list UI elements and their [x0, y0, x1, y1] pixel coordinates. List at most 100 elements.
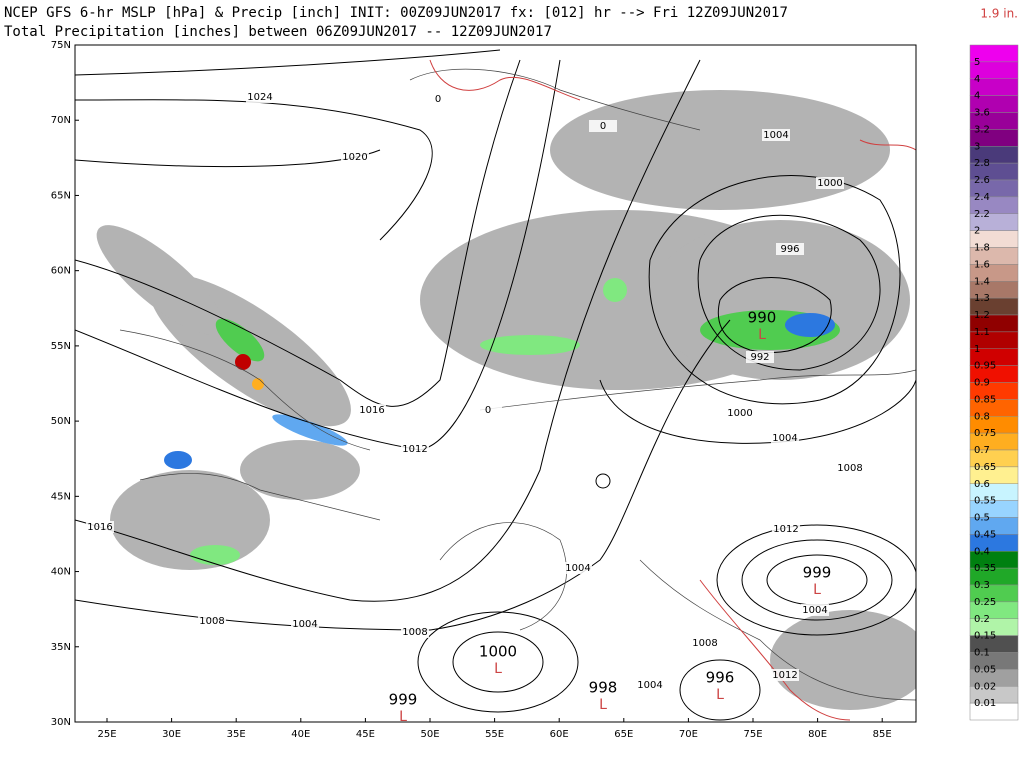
- isobar-label: 1000: [727, 408, 752, 419]
- isobar-label: 1024: [247, 92, 272, 103]
- lat-label: 50N: [51, 416, 71, 427]
- isobar-label: 1004: [763, 130, 788, 141]
- low-pressure-value: 999: [803, 564, 832, 582]
- colorbar-label: 0.01: [974, 698, 996, 709]
- low-symbol: L: [813, 582, 821, 598]
- isobar-label: 1004: [565, 563, 590, 574]
- coastlines: [119, 68, 916, 701]
- colorbar-label: 0.1: [974, 648, 990, 659]
- colorbar-label: 2.2: [974, 209, 990, 220]
- lon-label: 70E: [679, 729, 698, 740]
- low-symbol: L: [399, 709, 407, 725]
- colorbar-label: 2.4: [974, 192, 990, 203]
- isobar-label: 1020: [342, 152, 367, 163]
- lat-label: 65N: [51, 190, 71, 201]
- isobar-label: 1004: [637, 680, 662, 691]
- colorbar-label: 3: [974, 141, 980, 152]
- colorbar-label: 0.8: [974, 411, 990, 422]
- low-pressure-value: 1000: [479, 643, 517, 661]
- lon-label: 80E: [808, 729, 827, 740]
- colorbar-label: 1.3: [974, 293, 990, 304]
- lon-label: 50E: [420, 729, 439, 740]
- isobar-label: 0: [600, 121, 606, 132]
- precip-heavy: [164, 278, 840, 565]
- isobar-label-bg: [86, 521, 114, 533]
- lon-label: 75E: [743, 729, 762, 740]
- isobar-label: 1012: [772, 670, 797, 681]
- isobar-label: 1008: [199, 616, 224, 627]
- colorbar-label: 0.25: [974, 597, 996, 608]
- colorbar-swatch: [969, 702, 1019, 721]
- low-pressure-value: 999: [389, 691, 418, 709]
- lon-label: 85E: [873, 729, 892, 740]
- isobar-label-bg: [691, 637, 719, 649]
- isobar-label-bg: [589, 120, 617, 132]
- colorbar-label: 3.2: [974, 124, 990, 135]
- isobar-label: 1008: [402, 627, 427, 638]
- isobar-label: 0: [485, 405, 491, 416]
- isobar-label: 1004: [292, 619, 317, 630]
- isobar-label-bg: [801, 604, 829, 616]
- colorbar-label: 0.95: [974, 361, 996, 372]
- isobar-label: 1000: [817, 178, 842, 189]
- map-layer: [75, 45, 916, 722]
- isobar-label: 0: [435, 94, 441, 105]
- colorbar-label: 0.4: [974, 546, 990, 557]
- colorbar-label: 0.55: [974, 496, 996, 507]
- colorbar-label: 0.2: [974, 614, 990, 625]
- max-precip-label: 1.9 in.: [980, 7, 1018, 21]
- colorbar-label: 1: [974, 344, 980, 355]
- colorbar-label: 3.6: [974, 108, 990, 119]
- lon-label: 60E: [550, 729, 569, 740]
- colorbar-label: 2: [974, 226, 980, 237]
- isobar-label-bg: [762, 129, 790, 141]
- colorbar-label: 0.45: [974, 529, 996, 540]
- colorbar-label: 0.5: [974, 513, 990, 524]
- map-frame: [74, 44, 917, 723]
- isobar-label: 1008: [692, 638, 717, 649]
- isobar-label-bg: [198, 615, 226, 627]
- colorbar-label: 0.85: [974, 394, 996, 405]
- isobar-label: 1004: [802, 605, 827, 616]
- isobar-label-bg: [746, 351, 774, 363]
- colorbar-label: 0.15: [974, 631, 996, 642]
- colorbar-label: 0.02: [974, 681, 996, 692]
- lon-label: 45E: [356, 729, 375, 740]
- colorbar-label: 5: [974, 57, 980, 68]
- lon-label: 55E: [485, 729, 504, 740]
- header-line2: Total Precipitation [inches] between 06Z…: [4, 24, 552, 40]
- lat-label: 35N: [51, 642, 71, 653]
- colorbar-label: 1.2: [974, 310, 990, 321]
- isobar-label-bg: [341, 151, 369, 163]
- isobar-label-bg: [771, 669, 799, 681]
- isobar-label: 1012: [402, 444, 427, 455]
- lon-label: 40E: [291, 729, 310, 740]
- colorbar-label: 0.35: [974, 563, 996, 574]
- isobar-label-bg: [401, 443, 429, 455]
- isobar-label-bg: [424, 93, 452, 105]
- header-line1: NCEP GFS 6-hr MSLP [hPa] & Precip [inch]…: [4, 5, 788, 21]
- freezing-line: [429, 59, 916, 721]
- colorbar-label: 4: [974, 91, 980, 102]
- isobar-label: 992: [750, 352, 769, 363]
- low-symbol: L: [494, 661, 502, 677]
- colorbar-label: 0.05: [974, 664, 996, 675]
- lon-label: 30E: [162, 729, 181, 740]
- colorbar-label: 0.3: [974, 580, 990, 591]
- lon-label: 25E: [97, 729, 116, 740]
- isobar-label-bg: [771, 432, 799, 444]
- colorbar-label: 1.6: [974, 259, 990, 270]
- isobar-label: 1012: [773, 524, 798, 535]
- isobar-label: 1016: [87, 522, 112, 533]
- lat-label: 30N: [51, 717, 71, 728]
- colorbar-label: 1.8: [974, 243, 990, 254]
- colorbar-label: 0.7: [974, 445, 990, 456]
- colorbar-label: 2.6: [974, 175, 990, 186]
- isobar-label-bg: [776, 243, 804, 255]
- isobar-label: 996: [780, 244, 799, 255]
- isobar-label-bg: [291, 618, 319, 630]
- low-symbol: L: [758, 327, 766, 343]
- low-pressure-value: 998: [589, 679, 618, 697]
- isobar-label-bg: [836, 462, 864, 474]
